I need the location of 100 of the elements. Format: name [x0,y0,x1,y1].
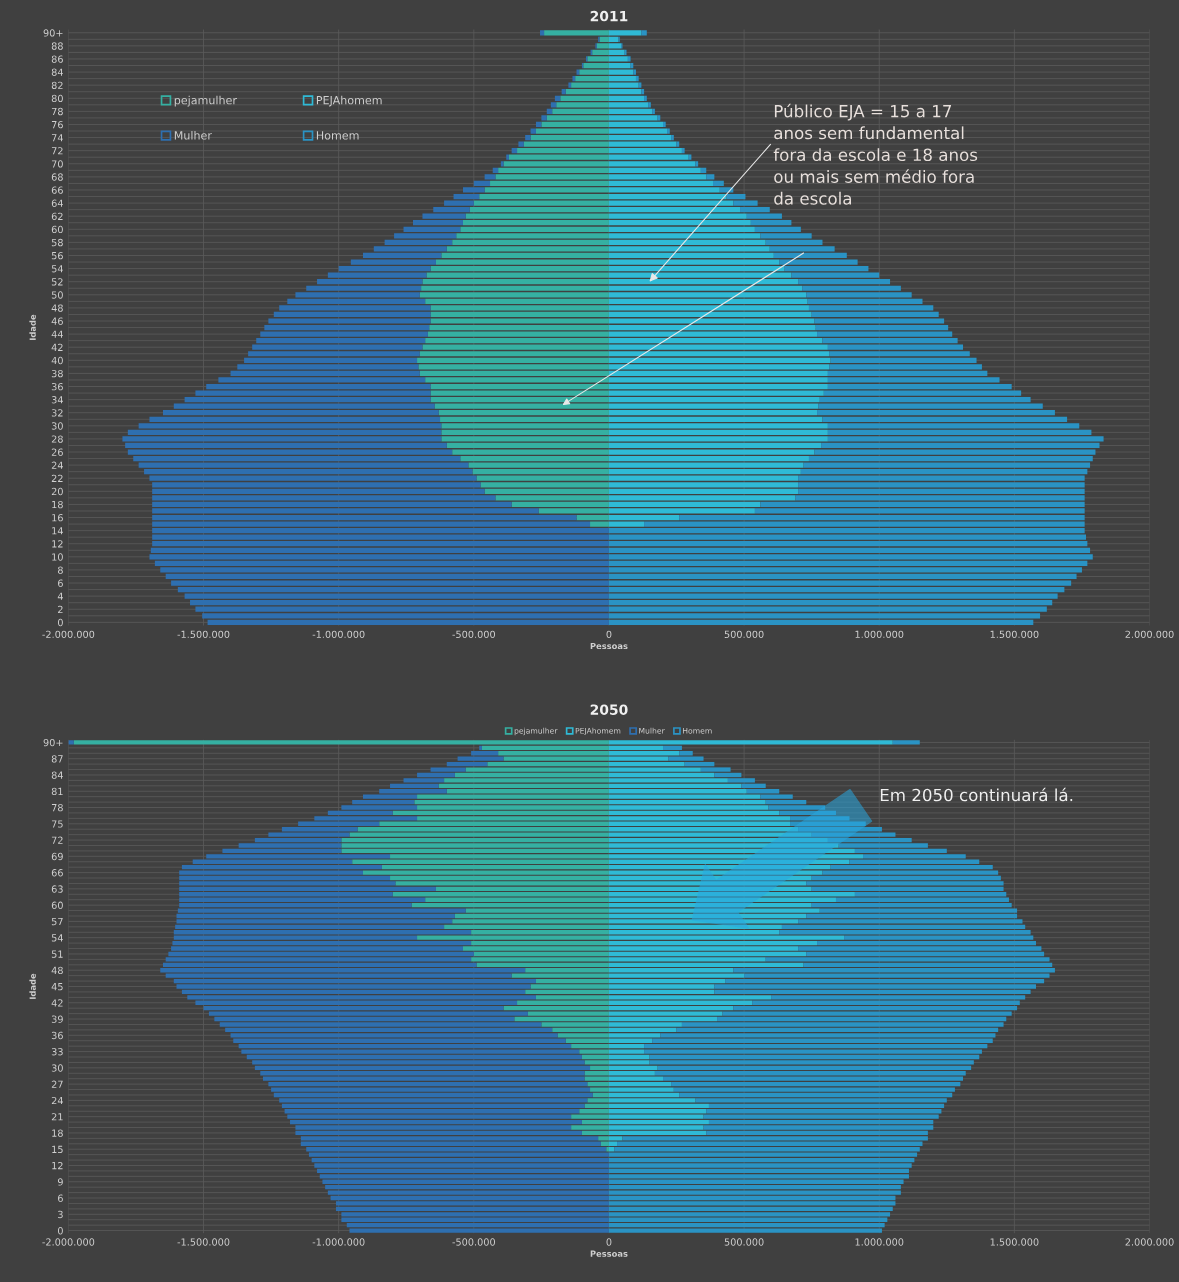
y-axis-title: Idade [29,314,36,340]
bar [663,121,666,128]
bar [506,154,509,160]
legend-label: pejamulher [174,95,237,107]
y-tick-label: 84 [51,68,63,76]
y-tick-label: 72 [51,147,63,155]
y-tick-label: 62 [51,212,63,221]
y-tick-label: 12 [52,1161,63,1170]
x-tick-label: 500.000 [724,630,764,638]
bar [633,69,636,75]
y-tick-label: 14 [52,527,63,535]
y-tick-label: 24 [51,461,63,469]
bar [695,161,699,167]
bar [561,89,566,95]
annotation: Público EJA = 15 a 17 anos sem fundamental fora da escola e 18 anos ou mais sem médio fora da escola [773,103,978,205]
y-tick-label: 69 [51,852,63,861]
y-tick-label: 48 [51,966,63,975]
y-tick-label: 70 [51,160,63,168]
y-tick-label: 46 [51,317,63,325]
y-tick-label: 74 [51,134,63,142]
bar [572,76,576,82]
x-tick-label: -500.000 [452,630,496,638]
x-tick-label: 1.000.000 [855,1238,904,1246]
y-tick-label: 28 [51,435,63,443]
bar [68,740,74,745]
y-tick-label: 52 [51,278,63,286]
y-tick-label: 80 [51,94,63,103]
y-tick-label: 51 [51,950,63,958]
bar [667,128,670,134]
y-tick-label: 27 [51,1080,63,1088]
x-tick-label: 0 [606,1238,612,1246]
y-tick-label: 0 [57,1227,63,1235]
y-tick-label: 66 [51,186,63,194]
y-tick-label: 87 [51,755,63,763]
y-tick-label: 6 [58,579,63,587]
bar [671,134,674,141]
y-tick-label: 90+ [43,29,63,37]
y-tick-label: 64 [51,199,63,207]
y-tick-label: 40 [51,356,63,365]
y-tick-label: 86 [51,55,63,63]
bar [644,95,647,101]
y-tick-label: 15 [52,1145,63,1154]
y-tick-label: 54 [51,265,63,273]
y-tick-label: 16 [52,514,63,522]
y-tick-label: 30 [51,422,63,430]
x-tick-label: 2.000.000 [1125,630,1174,638]
y-tick-label: 30 [51,1064,63,1072]
y-tick-label: 56 [51,251,63,260]
y-tick-label: 78 [51,107,63,116]
y-tick-label: 88 [51,42,63,50]
y-tick-label: 9 [57,1178,63,1186]
y-tick-label: 8 [57,566,63,574]
y-tick-label: 36 [51,382,63,391]
y-tick-label: 57 [51,918,63,926]
x-tick-label: 1.000.000 [855,630,904,638]
x-tick-label: -1.000.000 [312,1238,365,1246]
y-tick-label: 81 [51,787,63,796]
y-tick-label: 39 [51,1015,63,1023]
y-tick-label: 50 [51,291,63,299]
y-tick-label: 84 [51,771,63,779]
y-tick-label: 60 [51,225,63,234]
y-tick-label: 33 [51,1048,63,1056]
y-tick-label: 36 [51,1031,63,1040]
y-tick-label: 0 [57,618,63,627]
legend-label: Mulher [174,130,212,140]
y-tick-label: 4 [57,592,63,600]
y-tick-label: 78 [51,803,63,812]
y-tick-label: 44 [51,330,63,338]
y-tick-label: 24 [51,1096,63,1105]
x-tick-label: -2.000.000 [42,1238,95,1246]
y-tick-label: 6 [58,1194,63,1202]
y-tick-label: 90+ [43,738,63,747]
y-tick-label: 42 [51,343,63,351]
y-tick-label: 76 [51,120,63,129]
y-tick-label: 3 [58,1210,63,1219]
x-tick-label: 500.000 [724,1238,764,1246]
y-tick-label: 26 [51,448,63,456]
y-tick-label: 63 [51,885,63,893]
bar [530,128,536,134]
y-tick-label: 20 [51,487,63,496]
bar [525,134,531,141]
y-tick-label: 32 [51,409,63,417]
y-tick-label: 2 [58,605,63,613]
bar [608,30,642,36]
x-tick-label: 1.500.000 [990,1238,1039,1246]
x-tick-label: 2.000.000 [1125,1238,1174,1246]
y-tick-label: 18 [52,1129,63,1137]
bar [568,82,572,88]
bar [892,740,920,745]
x-axis-title: Pessoas [590,1250,628,1257]
bar [648,102,651,108]
y-tick-label: 38 [51,369,63,378]
annotation: Em 2050 continuará lá. [880,787,1073,802]
x-tick-label: 0 [606,630,612,638]
y-tick-label: 12 [52,540,63,548]
bar [635,76,639,82]
y-tick-label: 18 [52,500,63,509]
y-tick-label: 45 [51,983,63,991]
chart-title: 2050 [590,704,628,715]
y-tick-label: 54 [51,934,63,942]
